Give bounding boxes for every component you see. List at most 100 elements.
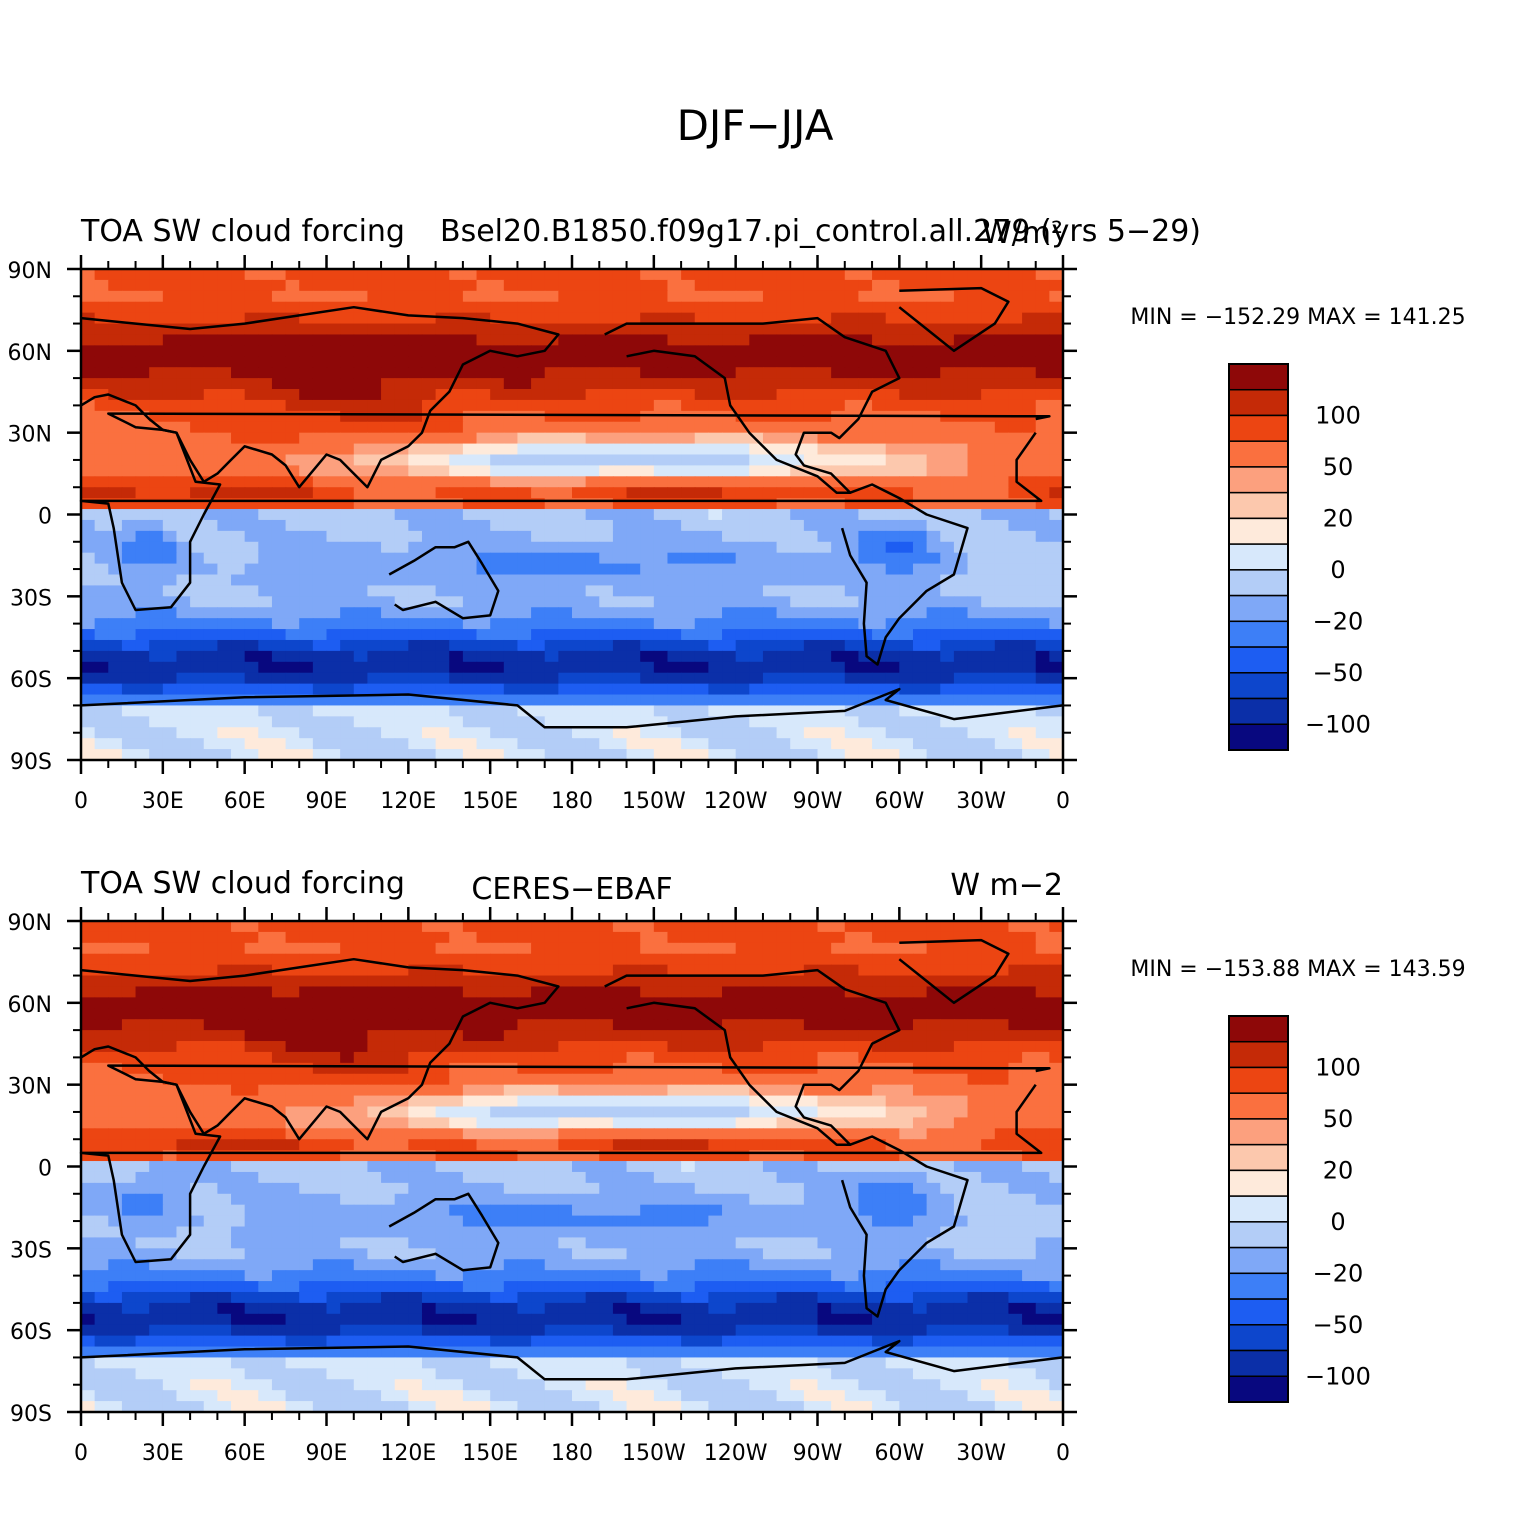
field-cell	[285, 596, 300, 608]
field-cell	[817, 585, 832, 597]
field-cell	[394, 312, 409, 325]
field-cell	[326, 975, 341, 988]
field-cell	[667, 953, 682, 966]
field-cell	[244, 1139, 259, 1151]
field-cell	[558, 312, 573, 325]
field-cell	[108, 563, 123, 576]
field-cell	[517, 639, 532, 652]
field-cell	[408, 639, 423, 652]
field-cell	[817, 574, 832, 587]
field-cell	[271, 574, 287, 587]
field-cell	[817, 1008, 832, 1020]
field-cell	[626, 585, 641, 597]
field-cell	[1035, 269, 1050, 281]
field-cell	[531, 1117, 546, 1129]
field-cell	[326, 629, 341, 641]
field-cell	[121, 279, 137, 292]
field-cell	[326, 639, 341, 652]
field-cell	[149, 1019, 164, 1031]
field-cell	[967, 389, 982, 401]
field-cell	[653, 953, 669, 966]
field-cell	[762, 997, 778, 1009]
field-cell	[1022, 618, 1037, 630]
field-cell	[258, 279, 273, 292]
field-cell	[435, 672, 450, 685]
field-cell	[299, 1106, 314, 1118]
field-cell	[81, 1139, 96, 1151]
field-cell	[653, 509, 669, 521]
field-cell	[476, 552, 491, 565]
field-cell	[503, 454, 519, 466]
field-cell	[981, 1139, 996, 1151]
field-cell	[285, 334, 300, 346]
field-cell	[271, 1128, 287, 1140]
field-cell	[572, 1062, 587, 1075]
field-cell	[312, 290, 328, 303]
field-cell	[1049, 1139, 1064, 1151]
field-cell	[762, 964, 778, 977]
field-cell	[258, 1041, 273, 1053]
field-cell	[476, 421, 491, 434]
field-cell	[135, 1019, 150, 1031]
field-cell	[353, 487, 369, 499]
field-cell	[244, 356, 259, 368]
y-tick-label: 90N	[8, 259, 52, 284]
field-cell	[1035, 585, 1050, 597]
field-cell	[421, 389, 437, 401]
field-cell	[803, 1128, 819, 1140]
field-cell	[653, 312, 669, 325]
field-cell	[681, 1062, 696, 1075]
field-cell	[517, 931, 532, 944]
field-cell	[312, 1139, 328, 1151]
field-cell	[790, 650, 805, 663]
field-cell	[776, 727, 791, 739]
field-cell	[735, 921, 750, 933]
field-cell	[531, 1150, 546, 1162]
field-cell	[394, 1062, 409, 1075]
field-cell	[885, 1117, 900, 1129]
field-cell	[285, 986, 300, 998]
field-cell	[421, 334, 437, 346]
field-cell	[585, 986, 600, 998]
field-cell	[271, 519, 287, 532]
field-cell	[885, 465, 900, 477]
field-cell	[503, 389, 519, 401]
field-cell	[967, 498, 982, 510]
field-cell	[190, 269, 205, 281]
field-cell	[81, 1128, 96, 1140]
field-cell	[285, 921, 300, 933]
field-cell	[190, 509, 205, 521]
field-cell	[885, 607, 900, 619]
field-cell	[244, 1019, 259, 1031]
field-cell	[694, 552, 709, 565]
field-cell	[953, 1128, 969, 1140]
field-cell	[694, 345, 709, 357]
field-cell	[981, 607, 996, 619]
field-cell	[517, 964, 532, 977]
field-cell	[585, 1128, 600, 1140]
field-cell	[544, 1128, 559, 1140]
field-cell	[271, 290, 287, 303]
field-cell	[517, 345, 532, 357]
field-cell	[258, 1051, 273, 1064]
field-cell	[394, 1139, 409, 1151]
field-cell	[503, 1084, 519, 1097]
field-cell	[776, 323, 791, 336]
field-cell	[572, 1128, 587, 1140]
field-cell	[803, 705, 819, 717]
field-cell	[258, 1073, 273, 1086]
field-cell	[435, 942, 450, 955]
field-cell	[517, 1030, 532, 1042]
field-cell	[462, 738, 478, 750]
field-cell	[872, 1106, 887, 1118]
field-cell	[435, 552, 450, 565]
field-cell	[340, 443, 355, 456]
field-cell	[108, 476, 123, 488]
field-cell	[1049, 301, 1064, 314]
field-cell	[667, 1062, 682, 1075]
field-cell	[776, 487, 791, 499]
field-cell	[190, 997, 205, 1009]
field-cell	[217, 1073, 232, 1086]
field-cell	[121, 727, 137, 739]
field-cell	[858, 683, 873, 696]
